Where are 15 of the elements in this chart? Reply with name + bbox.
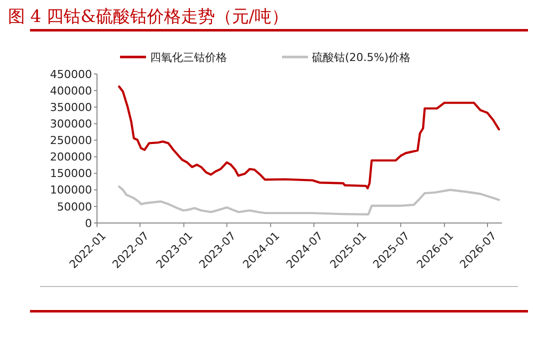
y-tick-label: 200000 [50,150,92,164]
y-tick-label: 350000 [50,100,92,114]
y-tick-label: 400000 [50,84,92,98]
y-tick-label: 450000 [50,68,92,81]
y-tick-label: 150000 [50,167,92,180]
line-series [118,185,500,216]
y-tick-label: 300000 [50,118,92,131]
line-series [118,85,500,190]
y-tick-label: 100000 [50,184,92,197]
legend-label: 硫酸钴(20.5%)价格 [312,50,411,64]
y-tick-label: 50000 [57,200,92,214]
y-tick-label: 250000 [50,134,92,148]
chart-title: 图 4 四钴&硫酸钴价格走势（元/吨） [8,7,288,27]
legend-label: 四氧化三钴价格 [150,50,227,64]
y-tick-label: 0 [85,216,92,230]
